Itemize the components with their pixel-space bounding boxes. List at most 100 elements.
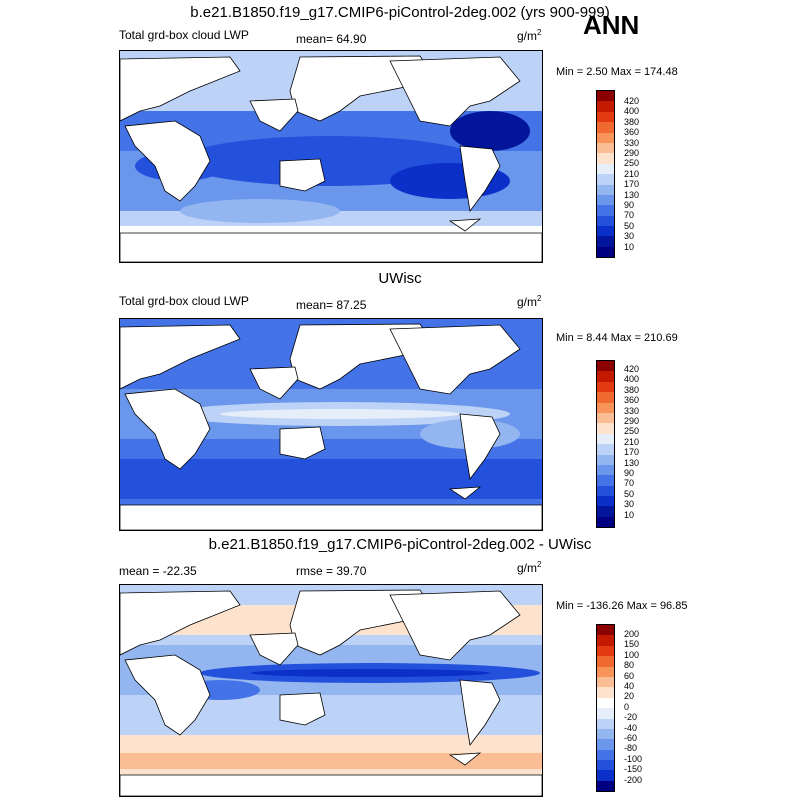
colorbar-swatch <box>597 412 614 424</box>
colorbar-swatch <box>597 433 614 445</box>
panel-2-map <box>119 318 543 531</box>
panel-3-colorbar-labels: 200 150 100 80 60 40 20 0 -20 -40 -60 -80 -100 -150 -2… <box>624 629 642 785</box>
colorbar-level-label: 20 <box>624 691 635 702</box>
colorbar-swatch <box>597 111 614 123</box>
colorbar-swatch <box>597 516 614 528</box>
panel-1-colorbar-labels: 420 400 380 360 330 290 250 210 170 130 90 70 50 30 10 <box>624 96 639 252</box>
season-label: ANN <box>583 10 640 40</box>
panel-2-map-svg <box>120 319 542 530</box>
colorbar-swatch <box>597 381 614 393</box>
colorbar-swatch <box>597 402 614 413</box>
colorbar-level-label: 80 <box>624 660 635 671</box>
colorbar-level-label: 330 <box>624 405 640 416</box>
colorbar-level-label: 130 <box>624 189 640 200</box>
colorbar-swatch <box>597 749 614 761</box>
colorbar-level-label: 420 <box>624 96 640 106</box>
colorbar-swatch <box>597 423 614 434</box>
panel-1-colorbar <box>596 90 615 259</box>
colorbar-level-label: 400 <box>624 106 640 117</box>
colorbar-swatch <box>597 718 614 729</box>
colorbar-swatch <box>597 361 614 372</box>
panel-3-units: g/m2 <box>517 560 542 575</box>
colorbar-swatch <box>597 101 614 112</box>
colorbar-swatch <box>597 728 614 740</box>
panel-1-mean-label: mean= 64.90 <box>296 32 367 46</box>
colorbar-swatch <box>597 687 614 698</box>
colorbar-level-label: 210 <box>624 436 640 447</box>
colorbar-swatch <box>597 485 614 497</box>
colorbar-swatch <box>597 236 614 247</box>
panel-3-colorbar <box>596 624 615 793</box>
panel-3-minmax: Min = -136.26 Max = 96.85 <box>556 600 688 612</box>
colorbar-level-label: 400 <box>624 374 640 385</box>
panel-3-rmse-label: rmse = 39.70 <box>296 564 367 578</box>
colorbar-swatch <box>597 444 614 455</box>
colorbar-swatch <box>597 142 614 154</box>
colorbar-level-label: 150 <box>624 639 640 650</box>
colorbar-level-label: 420 <box>624 364 640 374</box>
colorbar-swatch <box>597 226 614 237</box>
colorbar-swatch <box>597 246 614 258</box>
colorbar-level-label: 380 <box>624 384 640 395</box>
colorbar-level-label: -60 <box>624 733 638 744</box>
panel-3-map-svg <box>120 585 542 796</box>
colorbar-swatch <box>597 666 614 677</box>
colorbar-level-label: -150 <box>624 764 643 775</box>
colorbar-level-label: 360 <box>624 395 640 406</box>
colorbar-level-label: 380 <box>624 116 640 127</box>
colorbar-swatch <box>597 174 614 185</box>
colorbar-level-label: 50 <box>624 220 635 231</box>
colorbar-swatch <box>597 697 614 709</box>
colorbar-level-label: 170 <box>624 179 640 190</box>
panel-2-colorbar-labels: 420 400 380 360 330 290 250 210 170 130 90 70 50 30 10 <box>624 364 639 520</box>
panel-3-title: b.e21.B1850.f19_g17.CMIP6-piControl-2deg… <box>208 536 592 553</box>
colorbar-swatch <box>597 132 614 143</box>
colorbar-swatch <box>597 645 614 657</box>
colorbar-swatch <box>597 708 614 719</box>
colorbar-swatch <box>597 760 614 771</box>
colorbar-level-label: -200 <box>624 774 643 785</box>
colorbar-swatch <box>597 770 614 781</box>
panel-2-colorbar <box>596 360 615 529</box>
colorbar-level-label: -40 <box>624 722 638 733</box>
colorbar-level-label: 70 <box>624 210 635 221</box>
colorbar-level-label: -20 <box>624 712 638 723</box>
colorbar-level-label: 40 <box>624 681 635 692</box>
colorbar-swatch <box>597 91 614 102</box>
colorbar-swatch <box>597 184 614 195</box>
colorbar-swatch <box>597 635 614 646</box>
panel-1-variable-label: Total grd-box cloud LWP <box>119 28 249 42</box>
colorbar-level-label: 100 <box>624 649 640 660</box>
colorbar-swatch <box>597 676 614 688</box>
colorbar-level-label: 170 <box>624 447 640 458</box>
colorbar-level-label: 0 <box>624 701 630 712</box>
colorbar-swatch <box>597 153 614 164</box>
panel-2-mean-label: mean= 87.25 <box>296 298 367 312</box>
colorbar-level-label: 10 <box>624 509 635 520</box>
colorbar-level-label: 360 <box>624 127 640 138</box>
colorbar-level-label: -80 <box>624 743 638 754</box>
colorbar-level-label: 60 <box>624 670 635 681</box>
panel-1-map-svg <box>120 51 542 262</box>
panel-3-mean-label: mean = -22.35 <box>119 564 197 578</box>
colorbar-level-label: 250 <box>624 158 640 169</box>
colorbar-level-label: 30 <box>624 499 635 510</box>
colorbar-swatch <box>597 464 614 476</box>
colorbar-level-label: 290 <box>624 148 640 159</box>
colorbar-swatch <box>597 506 614 517</box>
colorbar-swatch <box>597 371 614 382</box>
colorbar-swatch <box>597 454 614 465</box>
colorbar-swatch <box>597 475 614 486</box>
colorbar-level-label: 70 <box>624 478 635 489</box>
colorbar-level-label: 250 <box>624 426 640 437</box>
colorbar-swatch <box>597 122 614 133</box>
colorbar-level-label: 200 <box>624 629 640 639</box>
colorbar-swatch <box>597 739 614 750</box>
colorbar-level-label: -100 <box>624 753 643 764</box>
colorbar-swatch <box>597 194 614 206</box>
colorbar-swatch <box>597 496 614 507</box>
colorbar-level-label: 90 <box>624 200 635 211</box>
colorbar-level-label: 50 <box>624 488 635 499</box>
colorbar-level-label: 210 <box>624 168 640 179</box>
colorbar-level-label: 30 <box>624 231 635 242</box>
